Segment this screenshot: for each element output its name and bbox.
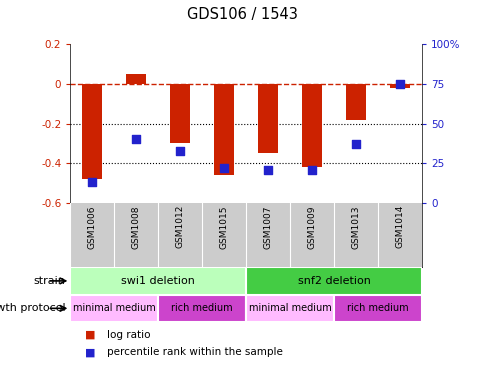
Text: GSM1007: GSM1007 <box>263 205 272 249</box>
Point <box>88 179 96 185</box>
Bar <box>170 84 190 143</box>
Point <box>264 167 272 173</box>
Bar <box>389 84 409 88</box>
Text: GDS106 / 1543: GDS106 / 1543 <box>187 7 297 22</box>
Bar <box>126 74 146 84</box>
Bar <box>214 84 234 175</box>
Bar <box>245 267 421 295</box>
Text: snf2 deletion: snf2 deletion <box>297 276 370 286</box>
Point <box>307 167 315 173</box>
Bar <box>70 295 158 322</box>
Text: growth protocol: growth protocol <box>0 303 65 313</box>
Bar <box>333 295 421 322</box>
Text: GSM1008: GSM1008 <box>132 205 140 249</box>
Point <box>176 147 184 153</box>
Point <box>132 137 140 142</box>
Point <box>220 165 227 171</box>
Text: log ratio: log ratio <box>106 330 150 340</box>
Text: minimal medium: minimal medium <box>248 303 331 313</box>
Text: GSM1013: GSM1013 <box>351 205 360 249</box>
Bar <box>346 84 365 120</box>
Bar <box>245 295 333 322</box>
Bar <box>82 84 102 179</box>
Text: GSM1009: GSM1009 <box>307 205 316 249</box>
Point <box>395 81 403 87</box>
Bar <box>158 295 245 322</box>
Text: GSM1015: GSM1015 <box>219 205 228 249</box>
Bar <box>257 84 277 153</box>
Text: ■: ■ <box>85 330 95 340</box>
Text: percentile rank within the sample: percentile rank within the sample <box>106 347 282 357</box>
Text: ■: ■ <box>85 347 95 357</box>
Point <box>351 141 359 147</box>
Bar <box>70 267 245 295</box>
Text: GSM1012: GSM1012 <box>175 205 184 249</box>
Text: GSM1006: GSM1006 <box>88 205 97 249</box>
Text: swi1 deletion: swi1 deletion <box>121 276 195 286</box>
Bar <box>302 84 321 167</box>
Text: GSM1014: GSM1014 <box>394 205 404 249</box>
Text: rich medium: rich medium <box>171 303 232 313</box>
Text: minimal medium: minimal medium <box>73 303 155 313</box>
Text: strain: strain <box>33 276 65 286</box>
Text: rich medium: rich medium <box>347 303 408 313</box>
